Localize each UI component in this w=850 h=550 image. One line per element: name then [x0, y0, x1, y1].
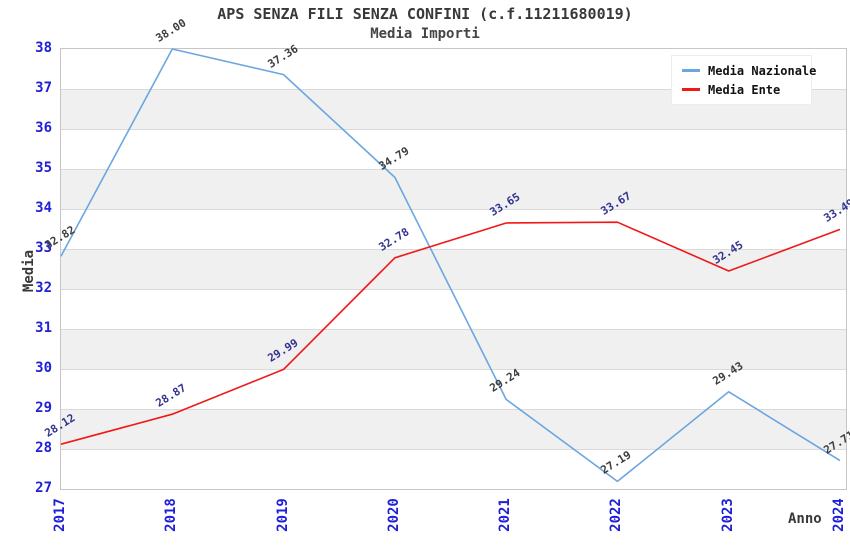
y-tick-label: 32	[35, 280, 52, 296]
x-tick-label: 2018	[163, 498, 180, 532]
gridline	[61, 169, 846, 170]
legend-label: Media Nazionale	[708, 63, 817, 78]
y-tick-label: 27	[35, 480, 52, 496]
plot-band	[61, 249, 846, 289]
chart-subtitle: Media Importi	[370, 26, 480, 42]
plot-band	[61, 169, 846, 209]
plot-band	[61, 209, 846, 249]
x-tick-label: 2022	[608, 498, 625, 532]
y-tick-label: 31	[35, 320, 52, 336]
gridline	[61, 129, 846, 130]
x-tick-label: 2019	[274, 498, 291, 532]
gridline	[61, 289, 846, 290]
y-tick-label: 36	[35, 120, 52, 136]
x-tick-label: 2021	[497, 498, 514, 532]
line-media-nazionale	[60, 48, 841, 483]
plot-area	[60, 48, 847, 490]
x-tick-label: 2020	[385, 498, 402, 532]
chart-title: APS SENZA FILI SENZA CONFINI (c.f.112116…	[217, 5, 633, 23]
y-tick-label: 35	[35, 160, 52, 176]
legend-swatch-line	[682, 69, 700, 72]
chart-lines	[60, 48, 841, 483]
gridline	[61, 329, 846, 330]
x-tick-label: 2017	[52, 498, 68, 532]
legend-item: Media Nazionale	[682, 61, 816, 80]
y-tick-label: 33	[35, 240, 52, 256]
y-tick-label: 37	[35, 80, 52, 96]
gridline	[61, 209, 846, 210]
plot-band	[61, 449, 846, 489]
y-tick-label: 29	[35, 400, 52, 416]
legend: Media Nazionale Media Ente	[671, 55, 816, 105]
legend-swatch-line	[682, 88, 700, 91]
gridline	[61, 249, 846, 250]
x-axis-title: Anno	[788, 511, 822, 527]
line-media-ente	[60, 221, 841, 445]
plot-band	[61, 129, 846, 169]
plot-band	[61, 409, 846, 449]
legend-label: Media Ente	[708, 82, 781, 97]
gridline	[61, 409, 846, 410]
legend-item: Media Ente	[682, 80, 811, 99]
x-tick-label: 2023	[719, 498, 736, 532]
gridline	[61, 89, 846, 90]
gridline	[61, 369, 846, 370]
gridline	[61, 449, 846, 450]
y-tick-label: 38	[35, 40, 52, 56]
y-tick-label: 30	[35, 360, 52, 376]
y-tick-label: 28	[35, 440, 52, 456]
y-tick-label: 34	[35, 200, 52, 216]
x-tick-label: 2024	[831, 498, 847, 532]
plot-band	[61, 329, 846, 369]
